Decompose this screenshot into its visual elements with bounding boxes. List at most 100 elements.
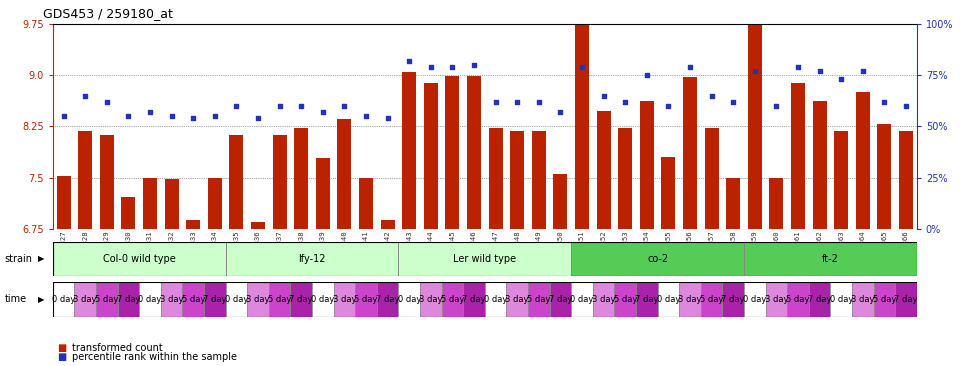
Text: 0 day: 0 day: [570, 295, 593, 304]
Bar: [143, 178, 157, 229]
Bar: [75, 282, 96, 317]
Bar: [376, 282, 398, 317]
Text: 3 day: 3 day: [333, 295, 356, 304]
Point: [747, 68, 762, 74]
Bar: [636, 282, 658, 317]
Text: 7 day: 7 day: [636, 295, 659, 304]
Bar: [355, 282, 377, 317]
Text: 5 day: 5 day: [268, 295, 291, 304]
Bar: [791, 83, 805, 229]
Text: 0 day: 0 day: [52, 295, 75, 304]
Bar: [53, 242, 226, 276]
Text: 3 day: 3 day: [592, 295, 615, 304]
Bar: [726, 178, 740, 229]
Text: 0 day: 0 day: [484, 295, 507, 304]
Bar: [398, 282, 420, 317]
Bar: [705, 128, 719, 229]
Bar: [549, 282, 571, 317]
Point: [855, 68, 871, 74]
Text: 7 day: 7 day: [204, 295, 227, 304]
Bar: [834, 131, 849, 229]
Bar: [226, 282, 248, 317]
Bar: [575, 24, 589, 229]
Point: [812, 68, 828, 74]
Point: [574, 64, 589, 70]
Point: [315, 109, 330, 115]
Bar: [78, 131, 92, 229]
Text: 3 day: 3 day: [247, 295, 270, 304]
Bar: [748, 24, 762, 229]
Point: [899, 103, 914, 109]
Bar: [182, 282, 204, 317]
Bar: [571, 242, 744, 276]
Bar: [161, 282, 182, 317]
Bar: [445, 76, 460, 229]
Text: 5 day: 5 day: [786, 295, 809, 304]
Text: 5 day: 5 day: [181, 295, 204, 304]
Bar: [207, 178, 222, 229]
Text: 5 day: 5 day: [354, 295, 377, 304]
Bar: [464, 282, 485, 317]
Bar: [661, 157, 676, 229]
Bar: [96, 282, 117, 317]
Text: 3 day: 3 day: [506, 295, 529, 304]
Bar: [312, 282, 334, 317]
Point: [553, 109, 568, 115]
Text: 7 day: 7 day: [117, 295, 140, 304]
Point: [185, 115, 201, 121]
Text: Col-0 wild type: Col-0 wild type: [103, 254, 176, 264]
Text: 5 day: 5 day: [613, 295, 636, 304]
Bar: [489, 128, 503, 229]
Bar: [553, 174, 567, 229]
Bar: [121, 197, 135, 229]
Bar: [251, 222, 265, 229]
Text: 5 day: 5 day: [873, 295, 896, 304]
Point: [596, 93, 612, 98]
Bar: [229, 135, 244, 229]
Point: [617, 99, 633, 105]
Bar: [618, 128, 633, 229]
Point: [380, 115, 396, 121]
Text: 7 day: 7 day: [808, 295, 831, 304]
Bar: [316, 158, 330, 229]
Point: [510, 99, 525, 105]
Bar: [769, 178, 783, 229]
Text: 7 day: 7 day: [376, 295, 399, 304]
Text: 3 day: 3 day: [160, 295, 183, 304]
Bar: [658, 282, 680, 317]
Point: [683, 64, 698, 70]
Text: 3 day: 3 day: [420, 295, 443, 304]
Bar: [100, 135, 114, 229]
Point: [56, 113, 71, 119]
Point: [142, 109, 157, 115]
Bar: [204, 282, 226, 317]
Bar: [398, 242, 571, 276]
Text: 3 day: 3 day: [765, 295, 788, 304]
Point: [121, 113, 136, 119]
Bar: [808, 282, 830, 317]
Text: ▶: ▶: [38, 254, 45, 264]
Bar: [744, 242, 917, 276]
Text: 0 day: 0 day: [225, 295, 248, 304]
Point: [467, 62, 482, 68]
Text: 7 day: 7 day: [722, 295, 745, 304]
Bar: [744, 282, 766, 317]
Point: [488, 99, 503, 105]
Text: ▶: ▶: [38, 295, 45, 304]
Bar: [248, 282, 269, 317]
Bar: [442, 282, 464, 317]
Text: percentile rank within the sample: percentile rank within the sample: [72, 352, 237, 362]
Text: 5 day: 5 day: [700, 295, 723, 304]
Text: ■: ■: [58, 352, 67, 362]
Text: 5 day: 5 day: [527, 295, 550, 304]
Bar: [787, 282, 808, 317]
Point: [164, 113, 180, 119]
Point: [876, 99, 892, 105]
Bar: [507, 282, 528, 317]
Bar: [334, 282, 355, 317]
Text: 3 day: 3 day: [74, 295, 97, 304]
Bar: [592, 282, 614, 317]
Bar: [226, 242, 398, 276]
Bar: [683, 77, 697, 229]
Text: ■: ■: [58, 343, 67, 353]
